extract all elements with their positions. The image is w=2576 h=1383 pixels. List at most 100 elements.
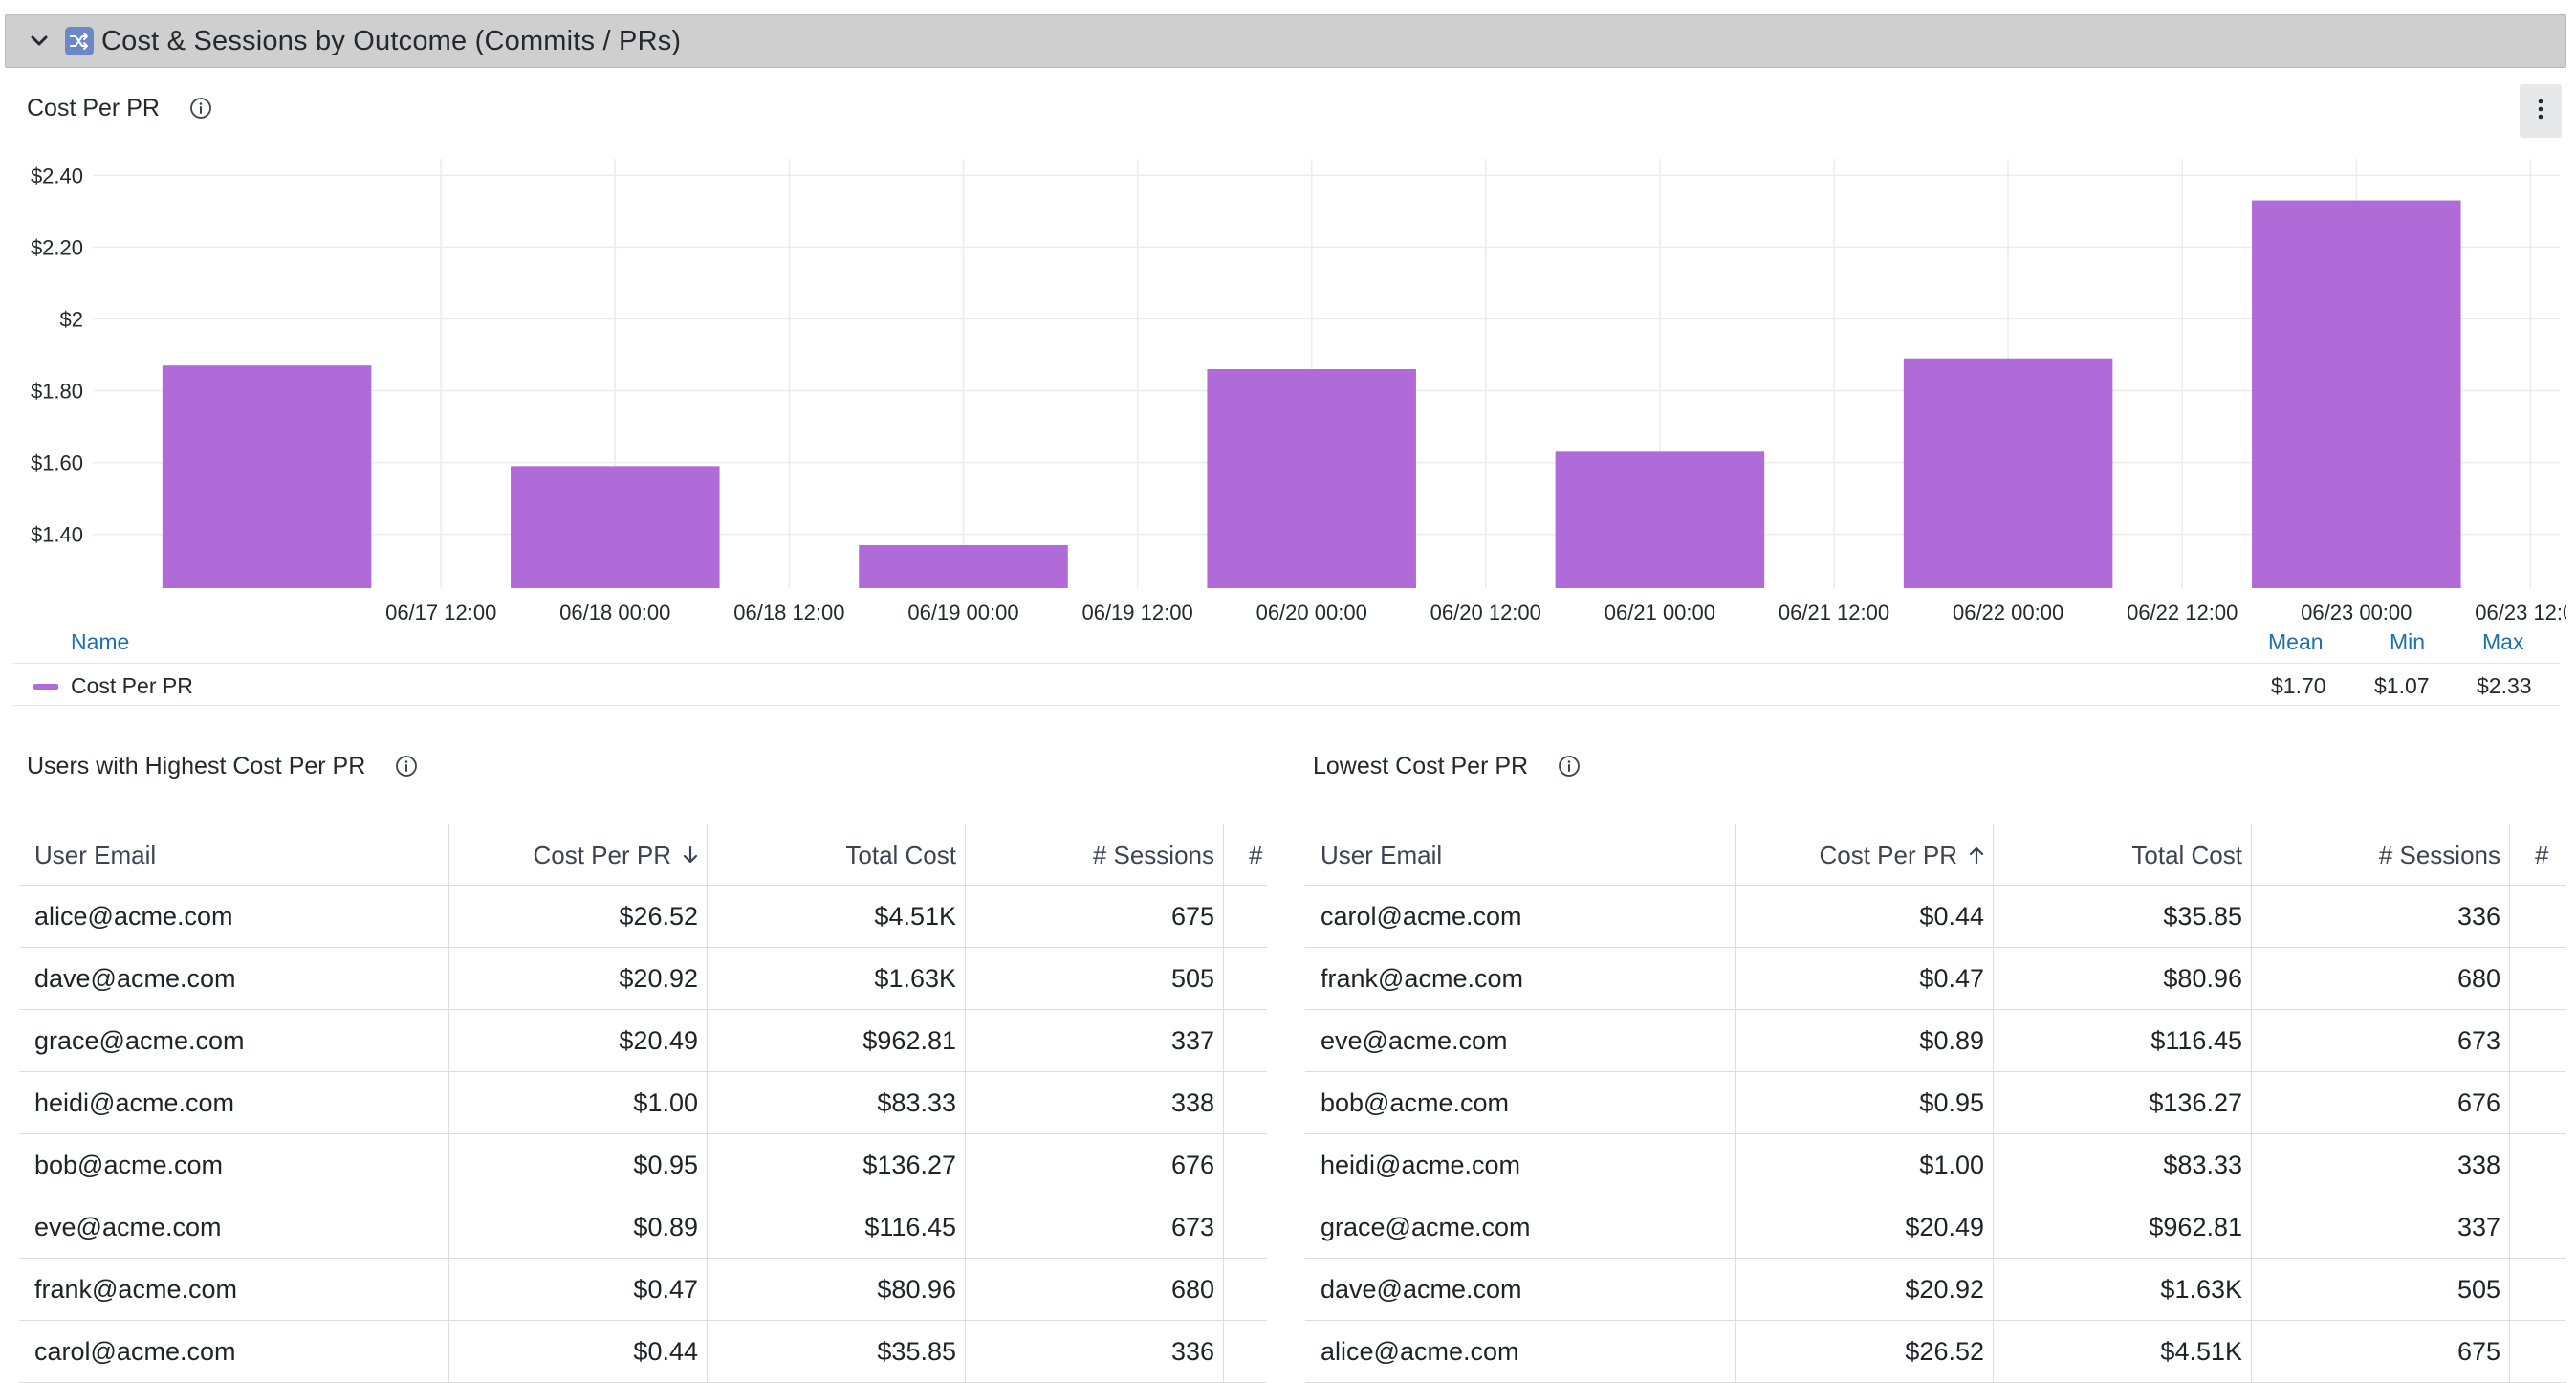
- table-row[interactable]: dave@acme.com $20.92 $1.63K 505: [19, 948, 1267, 1010]
- table-row[interactable]: heidi@acme.com $1.00 $83.33 338: [19, 1072, 1267, 1134]
- cell-cost-per-pr: $0.95: [1919, 1088, 1984, 1117]
- dashboard-row-header[interactable]: Cost & Sessions by Outcome (Commits / PR…: [5, 14, 2566, 68]
- col-total-cost-header[interactable]: Total Cost: [708, 824, 966, 886]
- column-divider: [707, 1134, 708, 1196]
- table-row[interactable]: eve@acme.com $0.89 $116.45 673: [19, 1196, 1267, 1259]
- column-divider: [2251, 1259, 2252, 1320]
- column-divider: [965, 948, 966, 1009]
- table-row[interactable]: frank@acme.com $0.47 $80.96 680: [1305, 948, 2566, 1010]
- col-hash-header[interactable]: #: [1224, 824, 1267, 886]
- column-divider: [707, 1196, 708, 1258]
- info-circle-icon[interactable]: [394, 754, 419, 779]
- cell-sessions: 680: [1170, 1275, 1214, 1304]
- column-divider: [965, 1072, 966, 1133]
- col-sessions-header[interactable]: # Sessions: [966, 824, 1224, 886]
- cell-cost-per-pr: $1.00: [633, 1088, 698, 1117]
- cell-total-cost: $136.27: [862, 1151, 956, 1179]
- cell-total-cost: $35.85: [877, 1337, 956, 1366]
- table-row[interactable]: alice@acme.com $26.52 $4.51K 675: [19, 886, 1267, 948]
- column-divider: [2509, 1010, 2510, 1071]
- column-divider: [1735, 886, 1736, 947]
- cell-total-cost: $4.51K: [2160, 1337, 2242, 1366]
- cell-total-cost: $83.33: [2163, 1151, 2242, 1179]
- col-total-cost-header[interactable]: Total Cost: [1994, 824, 2252, 886]
- cell-user-email: bob@acme.com: [34, 1151, 223, 1179]
- x-tick-label: 06/18 00:00: [559, 601, 670, 625]
- cell-total-cost: $136.27: [2149, 1088, 2242, 1117]
- panel-menu-button[interactable]: [2520, 84, 2562, 138]
- column-divider: [1735, 948, 1736, 1009]
- column-label: # Sessions: [2378, 840, 2500, 869]
- x-tick-label: 06/17 12:00: [385, 601, 496, 625]
- table-row[interactable]: carol@acme.com $0.44 $35.85 336: [19, 1321, 1267, 1383]
- x-tick-label: 06/23 00:00: [2301, 601, 2412, 625]
- x-tick-label: 06/18 12:00: [733, 601, 844, 625]
- col-hash-header[interactable]: #: [2510, 824, 2566, 886]
- col-cost-per-pr-header[interactable]: Cost Per PR: [449, 824, 708, 886]
- col-cost-per-pr-header[interactable]: Cost Per PR: [1736, 824, 1994, 886]
- column-divider: [2251, 1321, 2252, 1382]
- table-row[interactable]: bob@acme.com $0.95 $136.27 676: [19, 1134, 1267, 1196]
- panel-title: Cost Per PR: [27, 94, 160, 121]
- column-divider: [1223, 1196, 1224, 1258]
- x-tick-label: 06/21 00:00: [1605, 601, 1715, 625]
- cell-sessions: 337: [1170, 1026, 1214, 1055]
- info-circle-icon[interactable]: [1557, 754, 1582, 779]
- column-divider: [707, 1259, 708, 1320]
- column-divider: [965, 1196, 966, 1258]
- column-divider: [707, 886, 708, 947]
- cell-total-cost: $1.63K: [874, 964, 956, 993]
- cell-total-cost: $35.85: [2163, 902, 2242, 931]
- cell-sessions: 338: [1170, 1088, 1214, 1117]
- legend-header-mean[interactable]: Mean: [2268, 629, 2324, 654]
- table-row[interactable]: alice@acme.com $26.52 $4.51K 675: [1305, 1321, 2566, 1383]
- column-divider: [448, 1010, 449, 1071]
- table-row[interactable]: carol@acme.com $0.44 $35.85 336: [1305, 886, 2566, 948]
- table-row[interactable]: heidi@acme.com $1.00 $83.33 338: [1305, 1134, 2566, 1196]
- column-divider: [707, 948, 708, 1009]
- column-divider: [448, 1072, 449, 1133]
- table-row[interactable]: grace@acme.com $20.49 $962.81 337: [19, 1010, 1267, 1072]
- legend-series-row[interactable]: Cost Per PR $1.70 $1.07 $2.33: [13, 664, 2560, 706]
- chevron-down-icon[interactable]: [27, 29, 52, 54]
- legend-header-max[interactable]: Max: [2482, 629, 2524, 654]
- legend-header-min[interactable]: Min: [2390, 629, 2426, 654]
- column-divider: [2251, 886, 2252, 947]
- column-divider: [1993, 1010, 1994, 1071]
- col-sessions-header[interactable]: # Sessions: [2252, 824, 2510, 886]
- table-row[interactable]: grace@acme.com $20.49 $962.81 337: [1305, 1196, 2566, 1259]
- legend-header-name[interactable]: Name: [71, 629, 130, 654]
- bar: [1207, 368, 1416, 588]
- table-row[interactable]: dave@acme.com $20.92 $1.63K 505: [1305, 1259, 2566, 1321]
- column-label: Cost Per PR: [533, 840, 672, 869]
- legend-series-name[interactable]: Cost Per PR: [71, 673, 193, 698]
- bar: [1555, 451, 1765, 588]
- column-divider: [2251, 1010, 2252, 1071]
- col-user-email-header[interactable]: User Email: [19, 824, 449, 886]
- cost-per-pr-bar-chart: $1.40 $1.60 $1.80 $2 $2.20 $2.40 06/17 12:00 06…: [31, 159, 2566, 625]
- table-row[interactable]: frank@acme.com $0.47 $80.96 680: [19, 1259, 1267, 1321]
- x-tick-label: 06/23 12:00: [2475, 601, 2566, 625]
- column-divider: [2509, 1259, 2510, 1320]
- column-divider: [2509, 1321, 2510, 1382]
- column-divider: [1223, 1072, 1224, 1133]
- legend-min-value: $1.07: [2374, 673, 2430, 698]
- panel-header: Users with Highest Cost Per PR: [5, 736, 1277, 796]
- cell-total-cost: $80.96: [877, 1275, 956, 1304]
- col-user-email-header[interactable]: User Email: [1305, 824, 1736, 886]
- cell-cost-per-pr: $0.47: [633, 1275, 698, 1304]
- column-divider: [448, 886, 449, 947]
- column-divider: [707, 1321, 708, 1382]
- column-divider: [1223, 1134, 1224, 1196]
- column-divider: [1993, 1196, 1994, 1258]
- column-divider: [965, 1134, 966, 1196]
- column-label: Cost Per PR: [1819, 840, 1958, 869]
- cell-user-email: grace@acme.com: [1321, 1213, 1531, 1241]
- y-tick-label: $1.60: [31, 451, 83, 475]
- cell-total-cost: $962.81: [2149, 1213, 2242, 1241]
- table-row[interactable]: bob@acme.com $0.95 $136.27 676: [1305, 1072, 2566, 1134]
- info-circle-icon[interactable]: [188, 96, 213, 121]
- table-row[interactable]: eve@acme.com $0.89 $116.45 673: [1305, 1010, 2566, 1072]
- x-tick-label: 06/22 12:00: [2127, 601, 2238, 625]
- column-divider: [1735, 1072, 1736, 1133]
